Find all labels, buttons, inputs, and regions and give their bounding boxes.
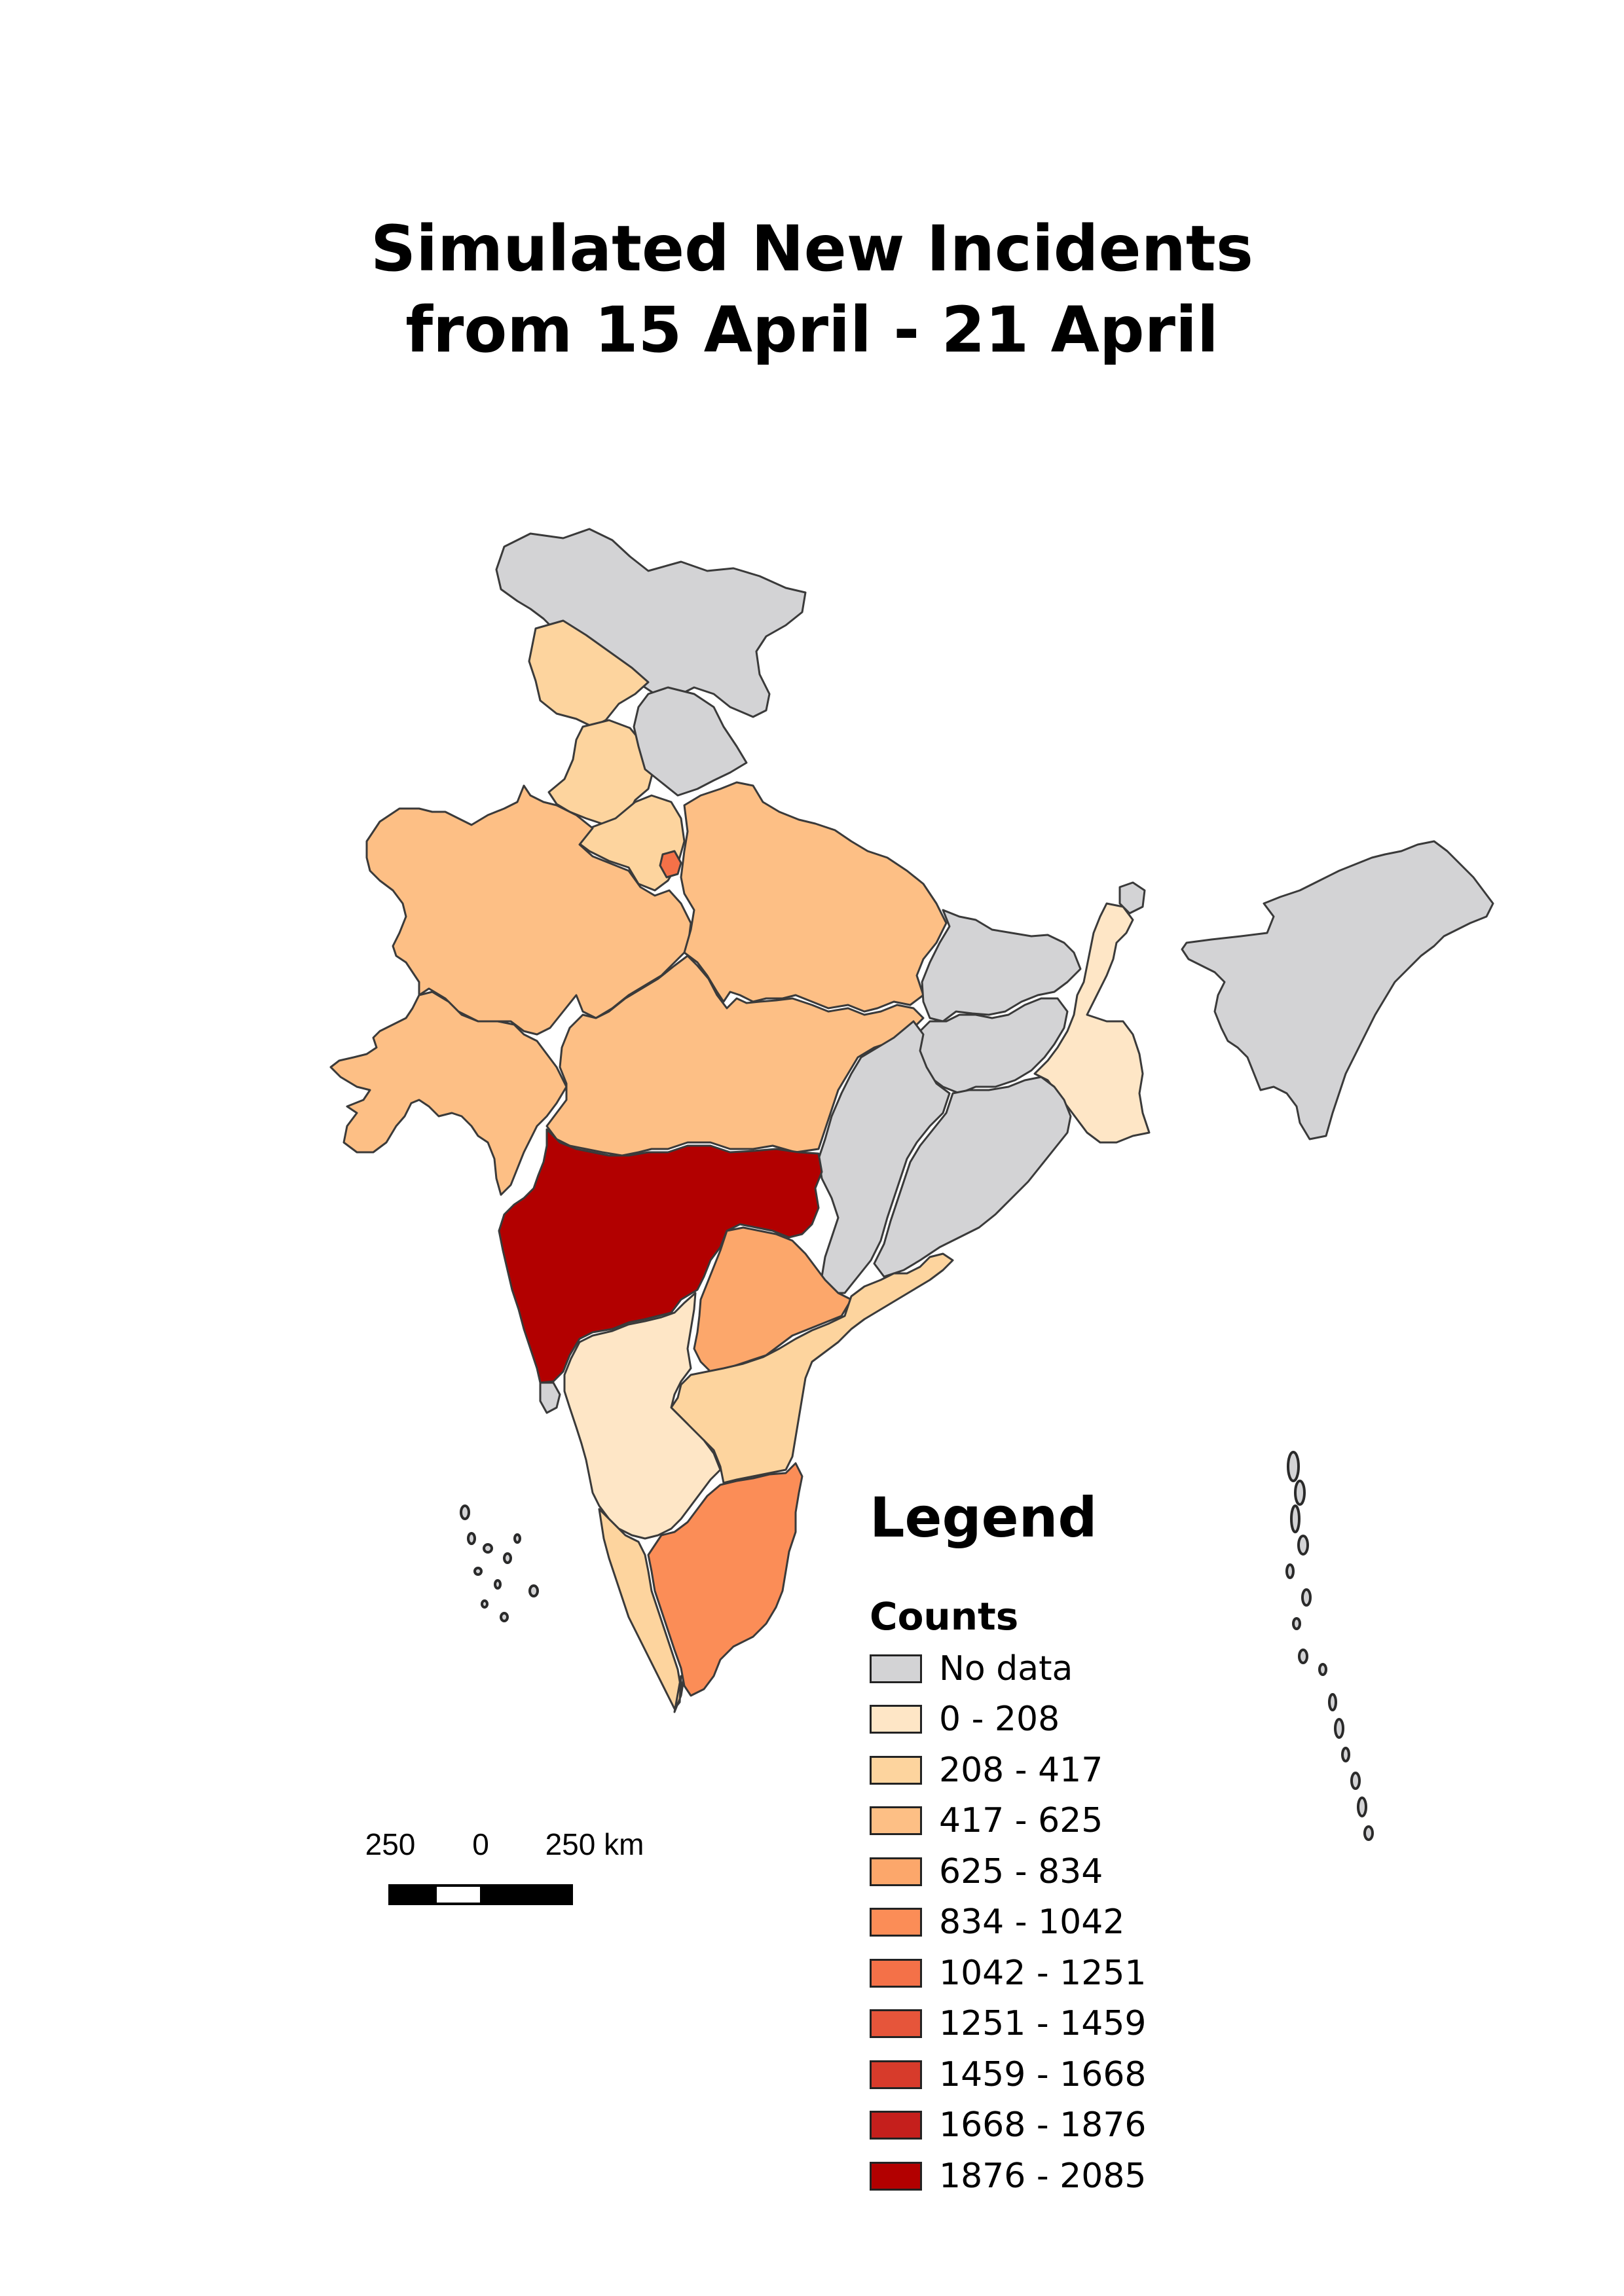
legend-swatch (870, 1958, 922, 1988)
scale-segment-2 (434, 1884, 483, 1905)
legend: Legend Counts No data 0 - 208 208 - 417 417… (870, 1485, 1459, 2202)
scale-label-left: 250 (365, 1827, 416, 1861)
region-andhra-pradesh (670, 1252, 954, 1484)
legend-swatch (870, 2111, 922, 2140)
legend-label: 1876 - 2085 (939, 2156, 1147, 2196)
region-west-bengal (1033, 902, 1151, 1144)
legend-label: 208 - 417 (939, 1750, 1103, 1790)
island (467, 1532, 476, 1545)
legend-swatch (870, 2009, 922, 2039)
region-maharashtra (498, 1128, 823, 1384)
island (500, 1612, 509, 1622)
region-odisha (873, 1076, 1072, 1278)
region-karnataka (563, 1292, 722, 1540)
legend-label: 417 - 625 (939, 1801, 1103, 1841)
island (494, 1579, 502, 1590)
scale-bar: 250 0 250 km (359, 1827, 660, 1925)
legend-swatch (870, 1857, 922, 1886)
legend-label: 0 - 208 (939, 1700, 1060, 1740)
island (1350, 1772, 1361, 1790)
island (1285, 1563, 1295, 1579)
legend-swatch (870, 1654, 922, 1683)
island (473, 1567, 483, 1576)
scale-label-zero: 0 (472, 1827, 489, 1861)
island (481, 1599, 489, 1609)
region-bihar (921, 909, 1082, 1023)
region-uttar-pradesh (680, 781, 948, 1013)
legend-entry: 417 - 625 (870, 1796, 1459, 1847)
legend-entry: No data (870, 1643, 1459, 1694)
legend-label: 1042 - 1251 (939, 1953, 1147, 1993)
island (1328, 1693, 1337, 1711)
island (1318, 1663, 1327, 1676)
legend-subtitle: Counts (870, 1594, 1019, 1639)
legend-label: 1251 - 1459 (939, 2004, 1147, 2044)
region-northeast-states (1181, 840, 1494, 1140)
island (1341, 1747, 1350, 1762)
island (483, 1543, 493, 1554)
island (1298, 1649, 1308, 1664)
legend-title: Legend (870, 1485, 1098, 1550)
island (1287, 1451, 1300, 1482)
island (1357, 1796, 1367, 1817)
legend-label: 1668 - 1876 (939, 2105, 1147, 2145)
legend-label: 834 - 1042 (939, 1903, 1125, 1942)
scale-segment-1 (388, 1884, 437, 1905)
legend-entry: 1876 - 2085 (870, 2151, 1459, 2202)
legend-entry: 1668 - 1876 (870, 2100, 1459, 2151)
legend-entry: 834 - 1042 (870, 1897, 1459, 1948)
island (1363, 1825, 1374, 1841)
legend-swatch (870, 1806, 922, 1836)
island (513, 1533, 521, 1544)
legend-swatch (870, 1908, 922, 1937)
region-tamil-nadu (647, 1462, 803, 1697)
region-himachal-pradesh (528, 619, 650, 728)
island (528, 1584, 539, 1597)
legend-entries: No data 0 - 208 208 - 417 417 - 625 625 - 83… (870, 1643, 1459, 2202)
legend-entry: 1459 - 1668 (870, 2049, 1459, 2100)
legend-entry: 0 - 208 (870, 1694, 1459, 1745)
legend-entry: 208 - 417 (870, 1745, 1459, 1796)
island-territories (460, 1451, 1374, 1841)
island (1301, 1588, 1312, 1607)
region-rajasthan (365, 784, 692, 1036)
region-goa (539, 1381, 561, 1414)
map-title: Simulated New Incidents from 15 April - … (0, 208, 1624, 371)
region-uttarakhand (633, 686, 748, 797)
legend-swatch (870, 2161, 922, 2191)
legend-entry: 1251 - 1459 (870, 1999, 1459, 2050)
region-gujarat (329, 991, 568, 1196)
island (1292, 1617, 1301, 1630)
legend-swatch (870, 2060, 922, 2089)
legend-swatch (870, 1755, 922, 1785)
scale-label-right: 250 km (545, 1827, 644, 1861)
legend-label: 625 - 834 (939, 1851, 1103, 1891)
region-sikkim (1118, 881, 1146, 915)
region-delhi (659, 850, 682, 879)
legend-label: No data (939, 1649, 1073, 1688)
region-telangana (693, 1226, 853, 1373)
region-kerala (598, 1508, 686, 1713)
legend-label: 1459 - 1668 (939, 2054, 1147, 2094)
island (1290, 1504, 1301, 1533)
island (1297, 1535, 1309, 1556)
legend-swatch (870, 1705, 922, 1734)
legend-entry: 1042 - 1251 (870, 1948, 1459, 1999)
island (460, 1504, 470, 1520)
legend-entry: 625 - 834 (870, 1846, 1459, 1897)
map-title-line-1: Simulated New Incidents (371, 212, 1253, 285)
island (503, 1552, 512, 1564)
scale-segment-3 (480, 1884, 573, 1905)
map-title-line-2: from 15 April - 21 April (405, 293, 1219, 367)
island (1334, 1718, 1344, 1739)
region-chhattisgarh (817, 1020, 951, 1294)
island (1294, 1480, 1306, 1506)
